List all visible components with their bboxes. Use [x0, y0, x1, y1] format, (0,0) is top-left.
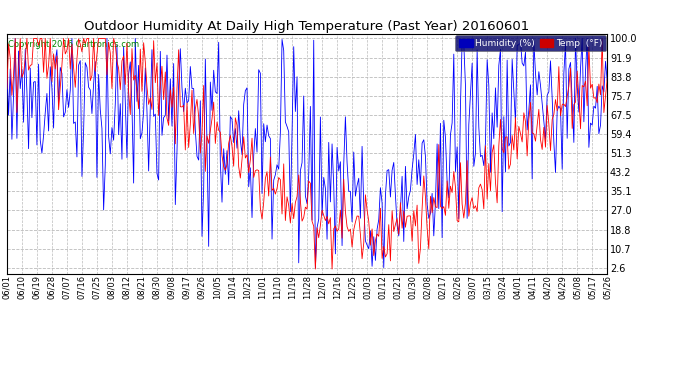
- Legend: Humidity (%), Temp  (°F): Humidity (%), Temp (°F): [455, 35, 606, 51]
- Title: Outdoor Humidity At Daily High Temperature (Past Year) 20160601: Outdoor Humidity At Daily High Temperatu…: [84, 20, 530, 33]
- Text: Copyright 2016 Cartronics.com: Copyright 2016 Cartronics.com: [8, 40, 139, 49]
